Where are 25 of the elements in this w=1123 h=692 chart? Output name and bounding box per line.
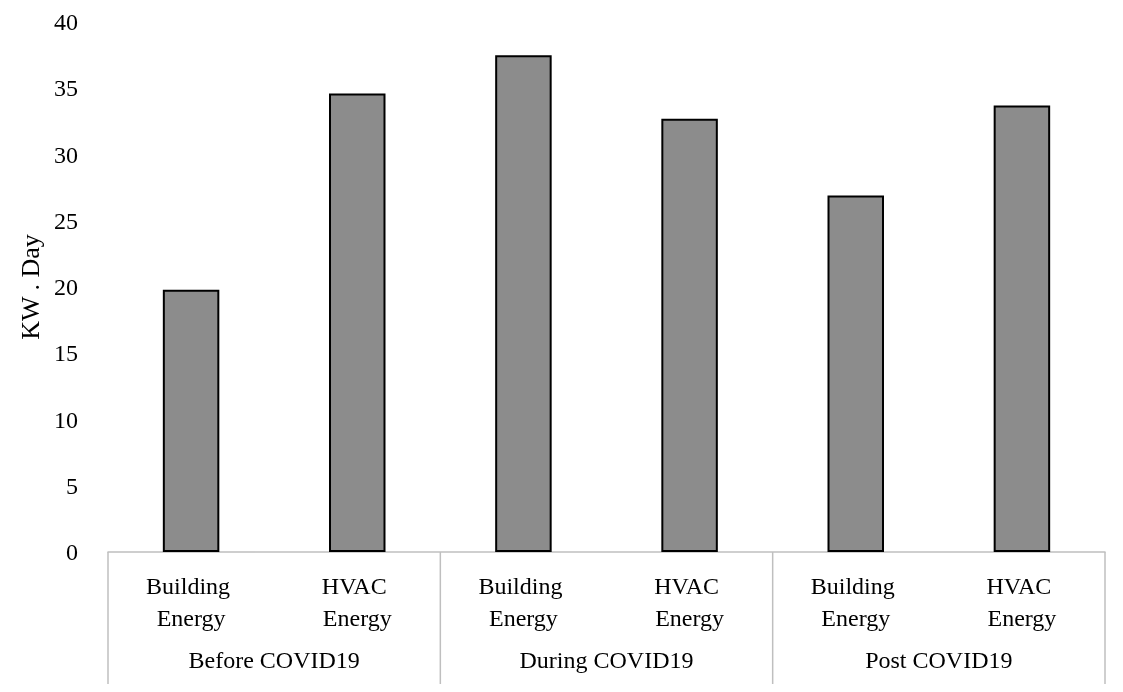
text: During COVID19 <box>519 647 694 673</box>
y-tick-label: 30 <box>54 141 78 168</box>
text: Before COVID19 <box>188 647 360 673</box>
y-tick-label: 15 <box>54 340 78 367</box>
bar <box>329 93 386 552</box>
x-tick-label: HVAC Energy <box>321 573 393 631</box>
bar <box>827 195 884 552</box>
y-tick-label: 0 <box>66 539 78 565</box>
y-tick-label: 40 <box>54 9 78 35</box>
y-tick-label: 20 <box>54 274 78 300</box>
x-tick-label: Building Energy <box>478 573 569 631</box>
bar <box>993 105 1051 552</box>
x-tick-label: HVAC Energy <box>986 573 1058 631</box>
text: Post COVID19 <box>865 647 1013 673</box>
y-tick-label: 35 <box>54 75 78 102</box>
bar <box>495 55 552 552</box>
y-tick-label: 5 <box>66 472 78 499</box>
y-axis-title: KW . Day <box>15 234 45 340</box>
x-tick-label: Building Energy <box>146 573 237 631</box>
x-tick-label: HVAC Energy <box>654 573 726 631</box>
y-tick-label: 25 <box>54 207 78 234</box>
y-tick-label: 10 <box>54 406 78 433</box>
x-tick-label: Building Energy <box>810 573 901 631</box>
bar <box>661 118 718 552</box>
bar <box>162 289 220 552</box>
